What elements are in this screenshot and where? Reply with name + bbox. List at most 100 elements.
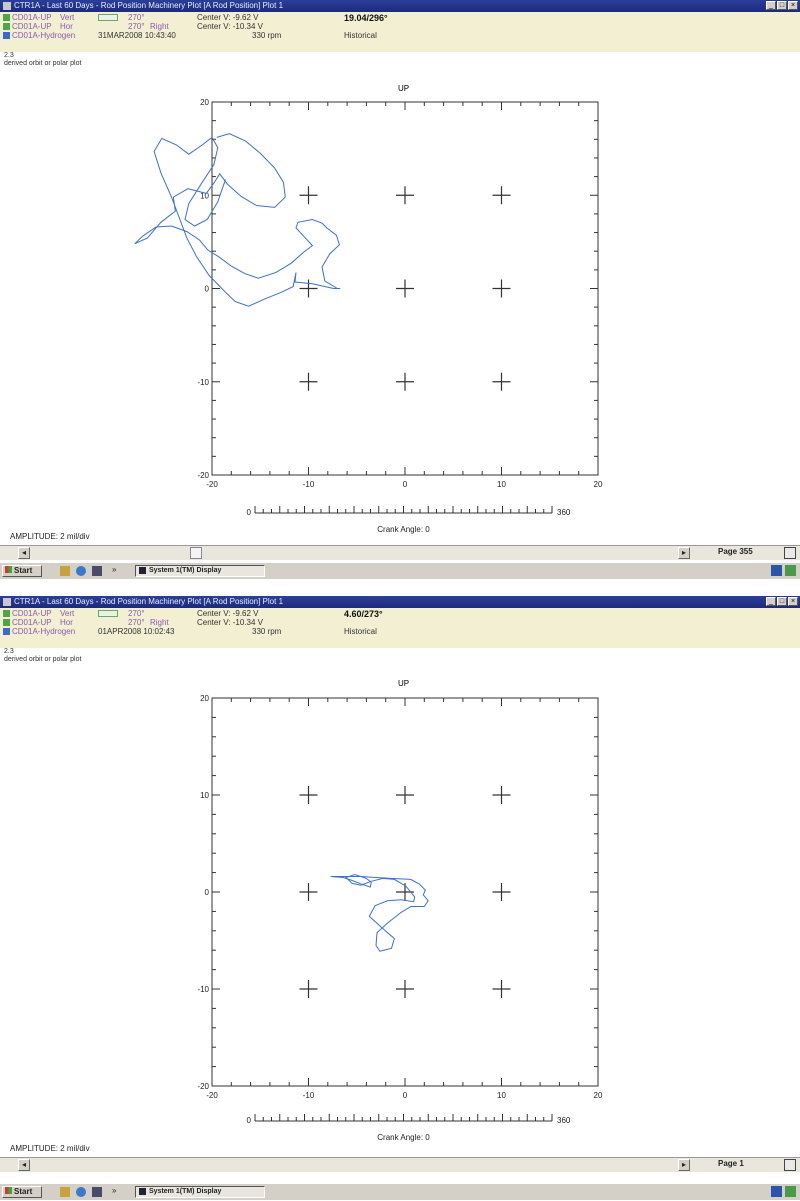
- tick-labels: -20 -10 0 10 20 20 10 0 -10 -20: [197, 694, 603, 1100]
- page-indicator: Page 1: [718, 1159, 744, 1168]
- page-button[interactable]: [784, 547, 796, 559]
- orbit-plot: -20 -10 0 10 20 20 10 0 -10 -20 UP 0 360 Crank Angl…: [197, 679, 603, 1142]
- start-label: Start: [14, 1187, 33, 1196]
- bottom-ticks: [211, 1078, 599, 1086]
- restore-button[interactable]: □: [777, 597, 787, 606]
- scroll-right-button[interactable]: ▸: [678, 1159, 690, 1171]
- checkbox-icon[interactable]: [3, 32, 10, 39]
- crank-angle-axis: 0 360 Crank Angle: 0: [247, 506, 571, 534]
- probe-angle: 270°: [128, 609, 145, 618]
- y-tick-label: 10: [200, 791, 209, 800]
- title-bar: CTR1A - Last 60 Days - Rod Position Mach…: [0, 596, 800, 608]
- start-label: Start: [14, 566, 33, 575]
- task-label: System 1(TM) Display: [149, 567, 222, 574]
- probe-center: Center V: -10.34 V: [197, 22, 263, 31]
- x-tick-label: 10: [497, 480, 506, 489]
- machine-speed: 330 rpm: [252, 627, 282, 636]
- start-button[interactable]: Start: [2, 1186, 42, 1198]
- scroll-left-button[interactable]: ◂: [18, 1159, 30, 1171]
- task-window-icon: [139, 566, 146, 574]
- taskbar: Start » System 1(TM) Display: [0, 562, 800, 579]
- probe-name: CD01A-UP: [12, 618, 52, 627]
- crank-end-label: 360: [557, 1116, 571, 1125]
- horizontal-scrollbar[interactable]: ◂ ▸ Page 355: [0, 545, 800, 560]
- checkbox-icon[interactable]: [3, 619, 10, 626]
- checkbox-icon[interactable]: [3, 628, 10, 635]
- quicklaunch-browser-icon[interactable]: [76, 566, 86, 576]
- left-ticks: [212, 101, 220, 476]
- start-button[interactable]: Start: [2, 565, 42, 577]
- probe-center: Center V: -9.62 V: [197, 609, 259, 618]
- right-ticks: [590, 697, 598, 1087]
- windows-flag-icon: [5, 566, 12, 573]
- window-title: CTR1A - Last 60 Days - Rod Position Mach…: [14, 1, 284, 10]
- data-mode: Historical: [344, 627, 377, 636]
- minimize-button[interactable]: _: [766, 597, 776, 606]
- plot-type-label: derived orbit or polar plot: [4, 656, 82, 663]
- probe-angle: 270°: [128, 13, 145, 22]
- minimize-button[interactable]: _: [766, 1, 776, 10]
- probe-orientation: Vert: [60, 13, 75, 22]
- restore-button[interactable]: □: [777, 1, 787, 10]
- probe-side: Right: [150, 618, 169, 627]
- taskbar-item-system1[interactable]: System 1(TM) Display: [135, 1186, 265, 1198]
- task-label: System 1(TM) Display: [149, 1188, 222, 1195]
- scroll-thumb[interactable]: [190, 547, 202, 559]
- windows-flag-icon: [5, 1187, 12, 1194]
- scroll-left-button[interactable]: ◂: [18, 547, 30, 559]
- tray-network-icon[interactable]: [771, 1186, 782, 1197]
- tray-app-icon[interactable]: [785, 1186, 796, 1197]
- quicklaunch-more-icon[interactable]: »: [112, 565, 117, 574]
- y-tick-label: -20: [197, 1082, 209, 1091]
- y-tick-label: -20: [197, 471, 209, 480]
- scale-value: 2.3: [4, 648, 14, 655]
- machine-speed: 330 rpm: [252, 31, 282, 40]
- amplitude-label: AMPLITUDE: 2 mil/div: [10, 1144, 90, 1153]
- tray-app-icon[interactable]: [785, 565, 796, 576]
- horizontal-scrollbar[interactable]: ◂ ▸ Page 1: [0, 1157, 800, 1172]
- x-tick-label: -20: [206, 1091, 218, 1100]
- probe-name: CD01A-UP: [12, 22, 52, 31]
- quicklaunch-browser-icon[interactable]: [76, 1187, 86, 1197]
- scale-value: 2.3: [4, 52, 14, 59]
- quicklaunch-folder-icon[interactable]: [60, 566, 70, 576]
- close-button[interactable]: ×: [788, 597, 798, 606]
- y-tick-label: 20: [200, 694, 209, 703]
- crank-start-label: 0: [247, 508, 252, 517]
- chart-title: UP: [398, 84, 409, 93]
- quicklaunch-desktop-icon[interactable]: [92, 1187, 102, 1197]
- close-button[interactable]: ×: [788, 1, 798, 10]
- amplitude-phase-value: 4.60/273°: [344, 609, 383, 619]
- checkbox-icon[interactable]: [3, 14, 10, 21]
- checkbox-icon[interactable]: [3, 610, 10, 617]
- probe-name: CD01A-UP: [12, 13, 52, 22]
- page-button[interactable]: [784, 1159, 796, 1171]
- probe-row: CD01A-UP Hor 270° Right Center V: -10.34…: [0, 618, 800, 628]
- probe-header: CD01A-UP Vert 270° Center V: -9.62 V 4.6…: [0, 608, 800, 648]
- probe-row: CD01A-UP Hor 270° Right Center V: -10.34…: [0, 22, 800, 32]
- crank-angle-axis: 0 360 Crank Angle: 0: [247, 1114, 571, 1142]
- quicklaunch-more-icon[interactable]: »: [112, 1186, 117, 1195]
- crank-angle-label: Crank Angle: 0: [377, 525, 430, 534]
- quicklaunch-desktop-icon[interactable]: [92, 566, 102, 576]
- quicklaunch-folder-icon[interactable]: [60, 1187, 70, 1197]
- orbit-plot: -20 -10 0 10 20 20 10 0 -10 -20 UP 0 360 Crank Angl…: [134, 84, 603, 534]
- plot-window-1: CTR1A - Last 60 Days - Rod Position Mach…: [0, 0, 800, 596]
- probe-side: Right: [150, 22, 169, 31]
- probe-name: CD01A-Hydrogen: [12, 31, 76, 40]
- scroll-right-button[interactable]: ▸: [678, 547, 690, 559]
- x-tick-label: 20: [594, 480, 603, 489]
- right-ticks: [590, 101, 598, 476]
- top-ticks: [211, 698, 599, 706]
- app-icon: [3, 598, 11, 606]
- checkbox-icon[interactable]: [3, 23, 10, 30]
- probe-orientation: Hor: [60, 618, 73, 627]
- y-tick-label: -10: [197, 378, 209, 387]
- amplitude-phase-value: 19.04/296°: [344, 13, 388, 23]
- tray-network-icon[interactable]: [771, 565, 782, 576]
- task-window-icon: [139, 1187, 146, 1195]
- probe-name: CD01A-Hydrogen: [12, 627, 76, 636]
- direction-box: [98, 610, 118, 617]
- taskbar-item-system1[interactable]: System 1(TM) Display: [135, 565, 265, 577]
- y-tick-label: 10: [200, 191, 209, 200]
